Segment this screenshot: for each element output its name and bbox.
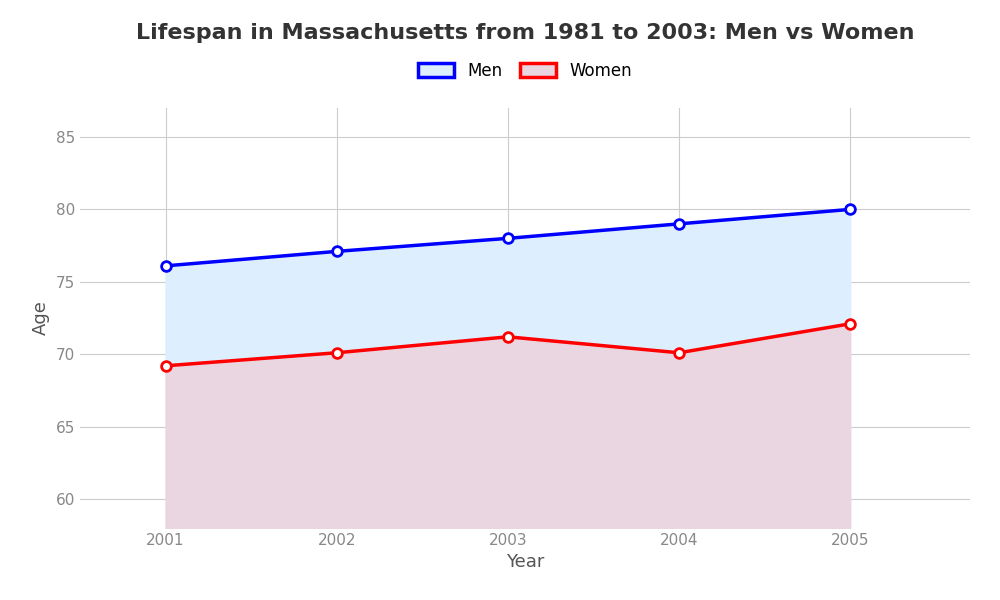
Y-axis label: Age: Age xyxy=(32,301,50,335)
Legend: Men, Women: Men, Women xyxy=(418,62,632,80)
Title: Lifespan in Massachusetts from 1981 to 2003: Men vs Women: Lifespan in Massachusetts from 1981 to 2… xyxy=(136,23,914,43)
X-axis label: Year: Year xyxy=(506,553,544,571)
